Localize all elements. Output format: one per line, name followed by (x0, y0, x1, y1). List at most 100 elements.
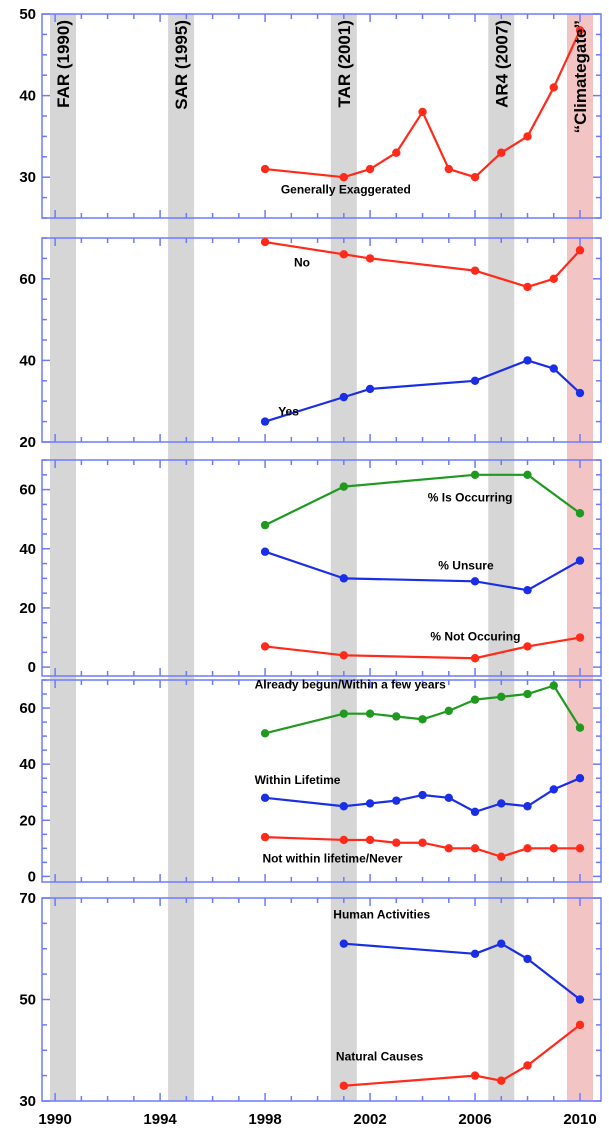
event-band-0 (49, 14, 76, 1101)
data-point-p3-s1-8 (523, 802, 532, 811)
data-point-p3-s2-3 (392, 838, 401, 847)
data-point-p1-s0-6 (575, 246, 585, 255)
annotation-p2-2: % Not Occuring (430, 629, 520, 643)
data-point-p3-s0-10 (575, 723, 585, 732)
annotation-p3-2: Not within lifetime/Never (262, 851, 402, 865)
y-tick-label: 40 (19, 756, 36, 773)
annotation-p2-1: % Unsure (438, 558, 494, 572)
y-tick-label: 30 (19, 1093, 36, 1110)
data-point-p1-s1-2 (365, 384, 375, 394)
event-label-3: AR4 (2007) (492, 20, 511, 108)
data-point-p3-s2-10 (575, 844, 585, 853)
annotation-p3-1: Within Lifetime (255, 773, 341, 787)
event-label-4: “Climategate” (571, 20, 590, 133)
data-point-p2-s1-1 (339, 574, 349, 583)
panel-frame-3 (41, 679, 602, 883)
data-point-p0-s0-0 (260, 164, 270, 174)
event-band-2 (330, 14, 357, 1101)
series-line-p0-s0 (264, 29, 582, 179)
data-point-p4-s0-0 (339, 939, 349, 948)
data-point-p2-s0-4 (575, 509, 585, 518)
data-point-p3-s2-6 (470, 844, 480, 853)
data-point-p3-s1-10 (575, 773, 585, 783)
data-point-p3-s2-2 (365, 835, 375, 845)
data-point-p1-s0-5 (549, 274, 558, 283)
data-point-p3-s1-3 (392, 796, 401, 805)
data-point-p2-s1-4 (575, 556, 585, 565)
data-point-p1-s1-3 (470, 376, 480, 385)
data-point-p0-s0-10 (575, 26, 585, 35)
data-point-p3-s1-0 (260, 793, 270, 803)
data-point-p2-s2-3 (523, 642, 532, 651)
data-point-p3-s2-5 (444, 844, 453, 853)
annotation-p4-1: Natural Causes (336, 1049, 424, 1063)
x-tick-label: 2010 (563, 1111, 596, 1128)
annotation-p1-1: Yes (278, 404, 299, 418)
data-point-p1-s0-1 (339, 250, 349, 259)
data-point-p3-s1-4 (418, 790, 427, 800)
y-tick-label: 20 (19, 812, 36, 829)
data-point-p0-s0-1 (339, 173, 349, 182)
data-point-p0-s0-9 (549, 83, 558, 92)
data-point-p1-s0-2 (365, 254, 375, 263)
x-tick-label: 2002 (353, 1111, 386, 1128)
data-point-p0-s0-3 (392, 148, 401, 157)
series-line-p1-s1 (264, 359, 581, 423)
y-tick-label: 20 (19, 434, 36, 451)
data-point-p4-s1-1 (470, 1071, 480, 1080)
y-tick-label: 40 (19, 352, 36, 369)
data-point-p3-s1-6 (470, 807, 480, 817)
data-point-p3-s0-2 (365, 709, 375, 718)
data-point-p4-s0-1 (470, 949, 480, 959)
series-line-p4-s0 (343, 942, 581, 1001)
label-layer: FAR (1990) SAR (1995) TAR (2001) AR4 (2007)… (19, 6, 596, 1128)
data-point-p3-s2-0 (260, 832, 270, 842)
data-point-p4-s1-4 (575, 1020, 585, 1030)
data-point-p4-s0-4 (575, 995, 585, 1004)
data-point-p1-s1-5 (549, 364, 558, 373)
data-point-p2-s2-2 (470, 654, 480, 663)
annotation-p0-0: Generally Exaggerated (281, 183, 411, 197)
y-tick-label: 40 (19, 88, 36, 105)
data-point-p2-s0-3 (523, 470, 532, 479)
annotation-p2-0: % Is Occurring (428, 490, 513, 504)
y-tick-label: 60 (19, 482, 36, 499)
x-tick-label: 1998 (248, 1111, 281, 1128)
data-point-p3-s2-7 (497, 852, 506, 861)
data-point-p4-s1-2 (497, 1076, 506, 1085)
panel-frame-1 (41, 237, 602, 443)
data-point-p3-s2-9 (549, 844, 558, 853)
event-bands (49, 14, 594, 1101)
series-line-p2-s1 (264, 550, 581, 592)
data-point-p2-s0-2 (470, 470, 480, 479)
data-point-p3-s1-1 (339, 802, 349, 811)
series-line-p1-s0 (264, 240, 581, 289)
panel-frames (41, 13, 602, 1102)
data-point-p4-s1-0 (339, 1081, 349, 1090)
data-point-p0-s0-6 (470, 173, 480, 182)
event-label-1: SAR (1995) (172, 20, 191, 110)
data-point-p3-s2-4 (418, 838, 427, 847)
data-point-p1-s1-1 (339, 392, 349, 402)
data-point-p3-s2-8 (523, 844, 532, 853)
data-point-p3-s1-7 (497, 799, 506, 808)
x-tick-label: 1994 (143, 1111, 177, 1128)
event-label-2: TAR (2001) (335, 20, 354, 108)
data-point-p2-s2-0 (260, 642, 270, 651)
event-band-1 (168, 14, 195, 1101)
y-tick-label: 70 (19, 890, 36, 907)
data-point-p3-s0-7 (497, 692, 506, 702)
data-point-p3-s0-3 (392, 712, 401, 721)
data-point-p3-s0-0 (260, 729, 270, 738)
data-point-p3-s1-5 (444, 793, 453, 803)
data-point-p2-s1-0 (260, 547, 270, 556)
data-point-p3-s0-1 (339, 709, 349, 718)
y-tick-label: 40 (19, 541, 36, 558)
data-point-p1-s1-4 (523, 356, 532, 365)
data-point-p1-s0-3 (470, 266, 480, 275)
data-point-p0-s0-8 (523, 132, 532, 141)
data-point-p0-s0-7 (497, 148, 506, 157)
data-point-p1-s1-0 (260, 417, 270, 426)
data-point-p2-s2-1 (339, 651, 349, 660)
x-tick-label: 1990 (38, 1111, 71, 1128)
